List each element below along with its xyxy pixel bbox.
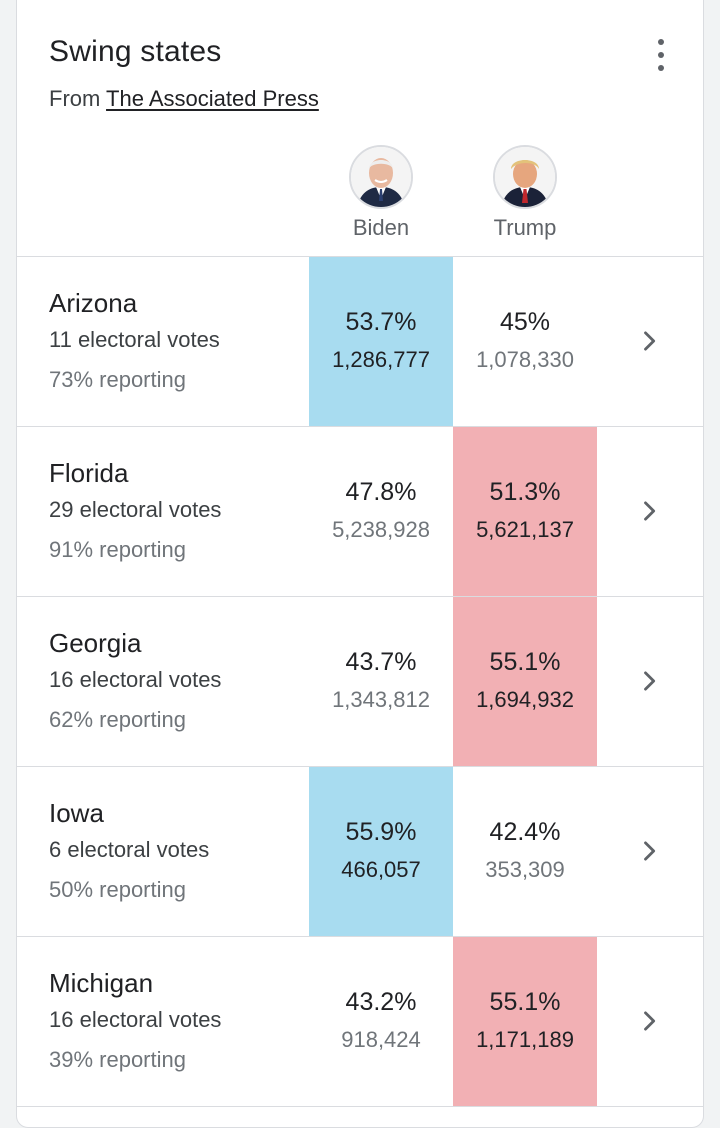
state-name: Iowa: [49, 798, 104, 828]
electoral-votes: 11 electoral votes: [49, 327, 220, 352]
candidate-name-biden: Biden: [352, 215, 410, 240]
trump-result: 55.1% 1,171,189: [453, 937, 597, 1106]
trump-percent: 55.1%: [489, 648, 561, 676]
trump-votes: 1,694,932: [476, 687, 574, 712]
reporting-status: 62% reporting: [49, 707, 186, 732]
biden-result: 55.9% 466,057: [309, 767, 453, 936]
trump-votes: 1,171,189: [476, 1027, 574, 1052]
candidate-trump: Trump: [453, 145, 597, 241]
trump-result: 55.1% 1,694,932: [453, 597, 597, 766]
chevron-right-icon[interactable]: [635, 667, 663, 695]
biden-votes: 5,238,928: [332, 517, 430, 542]
state-row-iowa[interactable]: Iowa 6 electoral votes 50% reporting 55.…: [17, 767, 703, 937]
state-name: Arizona: [49, 288, 138, 318]
biden-votes: 1,286,777: [332, 347, 430, 372]
biden-votes: 1,343,812: [332, 687, 430, 712]
reporting-status: 50% reporting: [49, 877, 186, 902]
chevron-right-icon[interactable]: [635, 837, 663, 865]
header-divider: [17, 256, 703, 257]
source-link[interactable]: The Associated Press: [106, 86, 319, 111]
biden-percent: 47.8%: [345, 478, 417, 506]
state-row-arizona[interactable]: Arizona 11 electoral votes 73% reporting…: [17, 257, 703, 427]
trump-votes: 353,309: [485, 857, 565, 882]
state-info: Florida 29 electoral votes 91% reporting: [49, 457, 221, 563]
trump-result: 42.4% 353,309: [453, 767, 597, 936]
state-row-georgia[interactable]: Georgia 16 electoral votes 62% reporting…: [17, 597, 703, 767]
chevron-right-icon[interactable]: [635, 497, 663, 525]
reporting-status: 91% reporting: [49, 537, 186, 562]
state-name: Michigan: [49, 968, 154, 998]
biden-percent: 53.7%: [345, 308, 417, 336]
electoral-votes: 6 electoral votes: [49, 837, 210, 862]
biden-result: 43.2% 918,424: [309, 937, 453, 1106]
state-list: Arizona 11 electoral votes 73% reporting…: [17, 257, 703, 1107]
state-info: Iowa 6 electoral votes 50% reporting: [49, 797, 209, 903]
state-row-florida[interactable]: Florida 29 electoral votes 91% reporting…: [17, 427, 703, 597]
reporting-status: 39% reporting: [49, 1047, 186, 1072]
electoral-votes: 29 electoral votes: [49, 497, 222, 522]
avatar-trump: [493, 145, 557, 209]
source-prefix: From: [49, 86, 101, 111]
card-title: Swing states: [49, 35, 222, 68]
candidate-name-trump: Trump: [493, 215, 557, 240]
electoral-votes: 16 electoral votes: [49, 667, 222, 692]
state-row-michigan[interactable]: Michigan 16 electoral votes 39% reportin…: [17, 937, 703, 1107]
state-info: Michigan 16 electoral votes 39% reportin…: [49, 967, 221, 1073]
avatar-biden: [349, 145, 413, 209]
biden-result: 43.7% 1,343,812: [309, 597, 453, 766]
swing-states-card: Swing states From The Associated Press B…: [16, 0, 704, 1128]
state-name: Florida: [49, 458, 129, 488]
biden-votes: 918,424: [341, 1027, 421, 1052]
biden-votes: 466,057: [341, 857, 421, 882]
trump-percent: 51.3%: [489, 478, 561, 506]
biden-percent: 43.7%: [345, 648, 417, 676]
biden-percent: 43.2%: [345, 988, 417, 1016]
reporting-status: 73% reporting: [49, 367, 186, 392]
state-info: Arizona 11 electoral votes 73% reporting: [49, 287, 220, 393]
biden-result: 53.7% 1,286,777: [309, 257, 453, 426]
trump-votes: 1,078,330: [476, 347, 574, 372]
more-options-button[interactable]: [649, 39, 673, 71]
trump-result: 45% 1,078,330: [453, 257, 597, 426]
trump-percent: 55.1%: [489, 988, 561, 1016]
electoral-votes: 16 electoral votes: [49, 1007, 222, 1032]
card-source: From The Associated Press: [49, 86, 319, 112]
biden-percent: 55.9%: [345, 818, 417, 846]
state-info: Georgia 16 electoral votes 62% reporting: [49, 627, 221, 733]
trump-percent: 45%: [499, 308, 551, 336]
candidate-biden: Biden: [309, 145, 453, 241]
trump-result: 51.3% 5,621,137: [453, 427, 597, 596]
chevron-right-icon[interactable]: [635, 327, 663, 355]
chevron-right-icon[interactable]: [635, 1007, 663, 1035]
trump-votes: 5,621,137: [476, 517, 574, 542]
state-name: Georgia: [49, 628, 142, 658]
biden-result: 47.8% 5,238,928: [309, 427, 453, 596]
more-vert-icon: [658, 39, 664, 45]
trump-percent: 42.4%: [489, 818, 561, 846]
